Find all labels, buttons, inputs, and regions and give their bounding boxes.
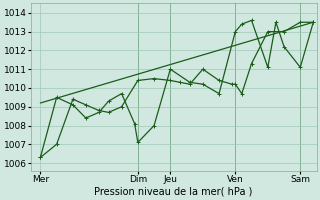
X-axis label: Pression niveau de la mer( hPa ): Pression niveau de la mer( hPa ) xyxy=(94,187,253,197)
